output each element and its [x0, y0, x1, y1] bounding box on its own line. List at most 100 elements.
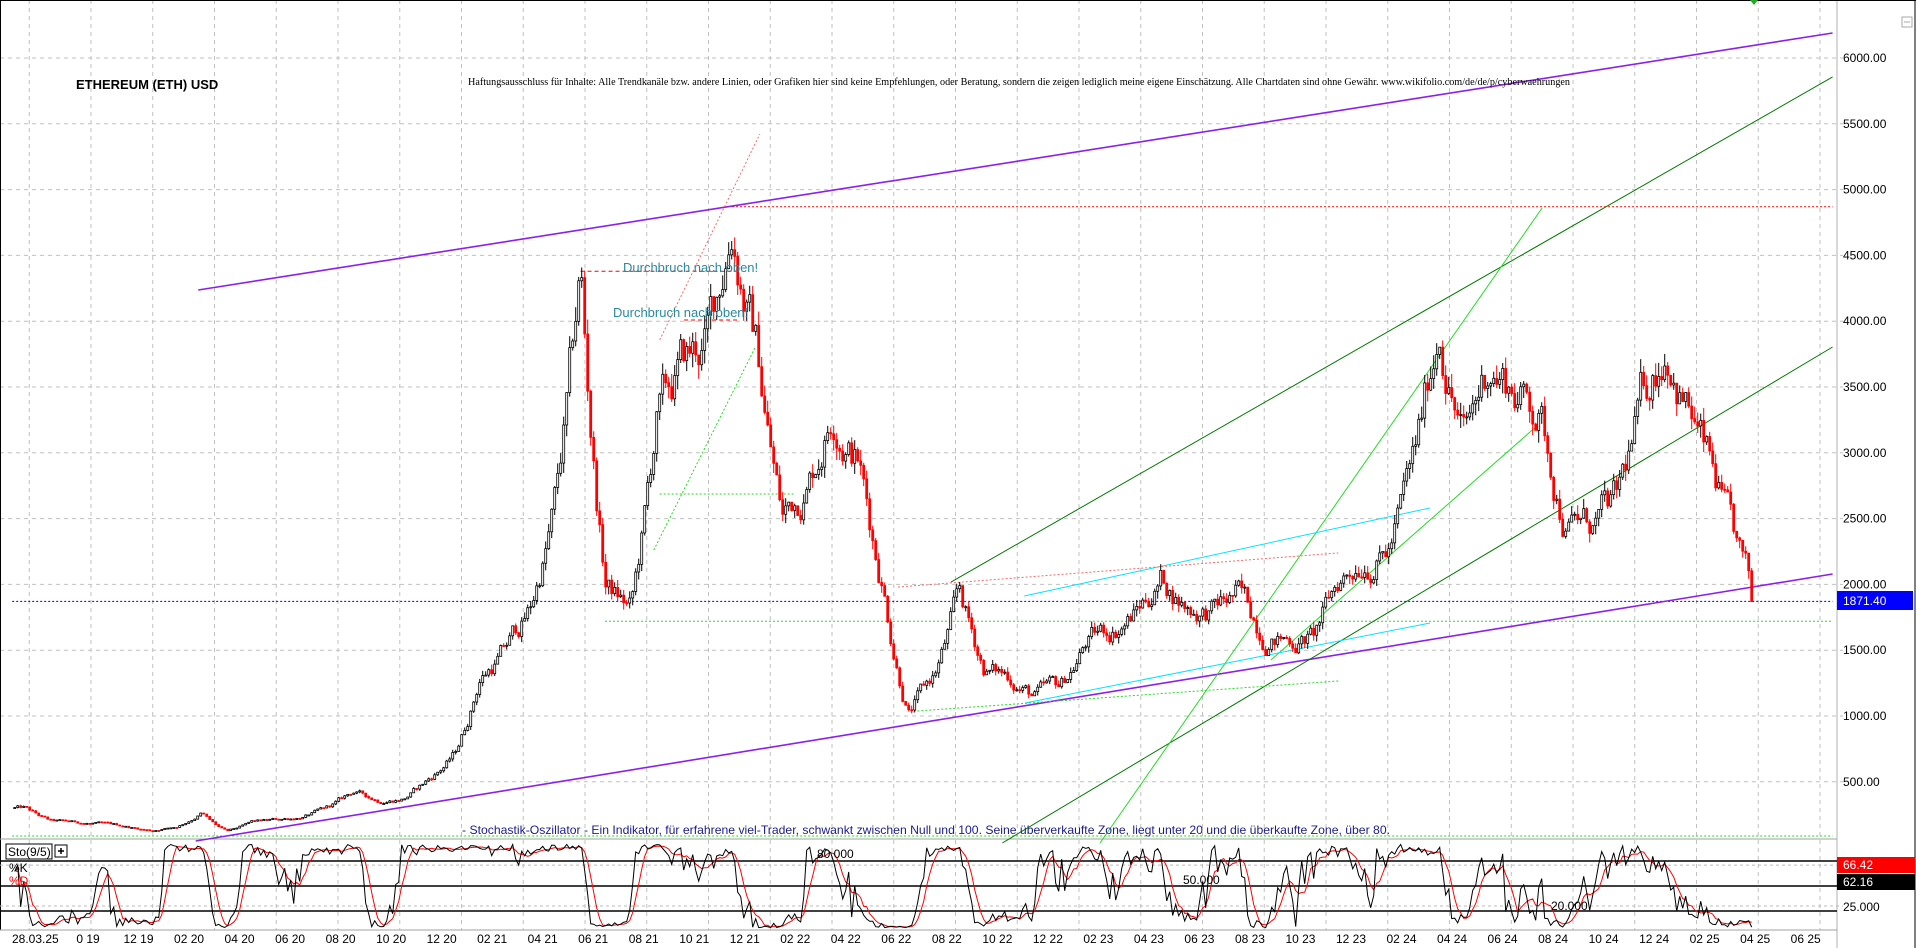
candle-body [475, 694, 479, 703]
candle-body [301, 817, 305, 820]
candle-body [250, 820, 254, 823]
candle-body [955, 588, 959, 598]
candle-body [1498, 379, 1502, 385]
candle-body [847, 442, 851, 455]
time-tick-label: 08 22 [932, 932, 962, 946]
candle-body [826, 432, 830, 441]
candle-body [1366, 572, 1370, 580]
candle-body [1213, 598, 1217, 602]
candle-body [736, 256, 740, 286]
candle-body [1735, 530, 1739, 539]
candle-body [1045, 680, 1049, 684]
candle-body [880, 582, 884, 587]
candle-body [616, 586, 620, 597]
candle-body [304, 814, 308, 818]
candle-body [58, 819, 62, 822]
candle-body [823, 440, 827, 468]
candle-body [331, 803, 335, 808]
candle-body [1384, 551, 1388, 558]
time-tick-label: 02 23 [1083, 932, 1113, 946]
candle-body [274, 818, 278, 820]
candle-body [490, 669, 494, 675]
candle-body [730, 249, 734, 256]
candle-body [1741, 539, 1745, 552]
candle-body [358, 790, 362, 793]
candle-body [178, 825, 182, 828]
current-date-label: 28.03.25 [12, 932, 59, 946]
candle-body [994, 664, 998, 672]
candle-body [1549, 452, 1553, 478]
candle-body [1594, 517, 1598, 527]
candle-body [754, 324, 758, 332]
candle-body [775, 462, 779, 476]
candle-body [1087, 636, 1091, 648]
candle-body [1540, 405, 1544, 414]
collapse-panel-button[interactable] [1901, 16, 1913, 28]
candle-body [325, 805, 329, 809]
candle-body [898, 667, 902, 687]
time-tick-label: 12 21 [730, 932, 760, 946]
candle-body [565, 392, 569, 426]
candle-body [1510, 386, 1514, 394]
candle-body [613, 586, 617, 594]
candle-body [1501, 368, 1505, 380]
candle-body [1351, 575, 1355, 580]
candle-body [1126, 616, 1130, 627]
candle-body [388, 800, 392, 804]
candle-body [133, 827, 137, 829]
candle-body [286, 818, 290, 821]
time-tick-label: 12 22 [1033, 932, 1063, 946]
candle-body [1513, 393, 1517, 409]
candle-body [238, 825, 242, 829]
indicator-label-box[interactable] [5, 843, 53, 860]
candle-body [427, 778, 431, 782]
candle-body [481, 675, 485, 683]
candle-body [1225, 598, 1229, 603]
k-legend: %K [9, 861, 28, 875]
candle-body [1747, 552, 1751, 572]
candle-body [541, 562, 545, 587]
candle-body [1438, 346, 1442, 355]
candle-body [1264, 649, 1268, 656]
candle-body [202, 812, 206, 815]
candle-body [799, 514, 803, 521]
trendline [198, 32, 1833, 291]
candle-body [526, 607, 530, 619]
candle-body [223, 827, 227, 830]
candle-body [268, 818, 272, 821]
candle-body [1675, 382, 1679, 405]
candle-body [487, 669, 491, 676]
candle-body [499, 645, 503, 657]
candle-body [1096, 630, 1100, 633]
candle-body [598, 510, 602, 525]
time-tick-label: 02 20 [174, 932, 204, 946]
candle-body [430, 778, 434, 781]
candle-body [61, 819, 65, 822]
candle-body [1507, 386, 1511, 394]
candle-body [1105, 632, 1109, 636]
candle-body [805, 489, 809, 504]
candle-body [181, 824, 185, 827]
candle-body [424, 780, 428, 785]
candle-body [952, 596, 956, 613]
candle-body [328, 805, 332, 808]
candle-body [1267, 649, 1271, 656]
candle-body [1627, 450, 1631, 471]
candle-body [1162, 569, 1166, 584]
candle-body [55, 819, 59, 822]
candle-body [961, 585, 965, 608]
price-tick-label: 5500.00 [1843, 117, 1887, 131]
candle-body [169, 827, 173, 830]
candle-body [1195, 613, 1199, 622]
candle-body [94, 821, 98, 824]
stoch-k-line [14, 842, 1753, 929]
candle-body [493, 663, 497, 675]
candle-body [964, 606, 968, 609]
time-tick-label: 02 22 [780, 932, 810, 946]
k-value-badge [1837, 857, 1915, 873]
price-tick-label: 5000.00 [1843, 183, 1887, 197]
candle-body [1111, 631, 1115, 643]
candle-body [1342, 575, 1346, 584]
candle-body [445, 760, 449, 769]
